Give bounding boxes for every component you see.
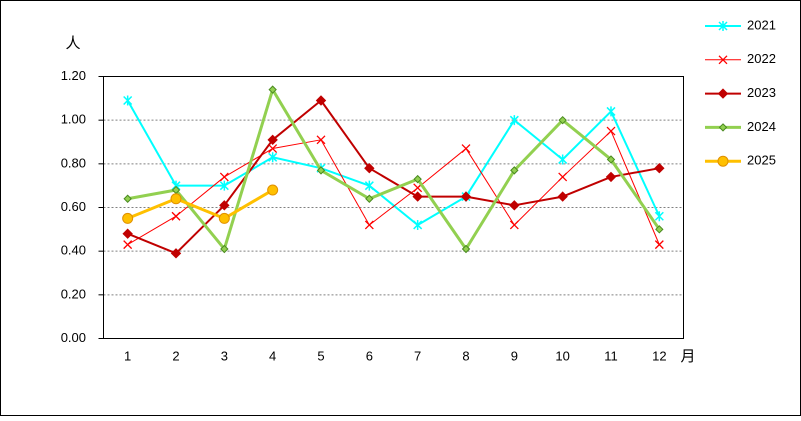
marker: [170, 193, 182, 205]
legend-marker: [718, 55, 728, 65]
marker: [509, 220, 519, 230]
marker: [123, 95, 133, 106]
marker: [170, 248, 182, 259]
x-tick-label: 2: [172, 348, 179, 363]
legend-marker: [718, 21, 728, 31]
marker: [654, 162, 665, 174]
marker: [123, 240, 133, 250]
marker: [219, 180, 229, 191]
legend-label: 2025: [747, 153, 776, 168]
marker: [606, 126, 616, 136]
x-tick-label: 10: [555, 348, 569, 363]
marker: [510, 166, 519, 175]
marker: [219, 172, 229, 182]
marker: [267, 184, 279, 196]
marker: [413, 219, 423, 230]
marker: [268, 85, 277, 94]
legend-label: 2022: [747, 51, 776, 66]
marker: [461, 244, 471, 254]
plot-border: [103, 76, 684, 339]
marker: [557, 191, 568, 202]
marker: [509, 200, 520, 211]
y-tick-label: 0.20: [61, 286, 86, 301]
x-tick-label: 6: [366, 348, 373, 363]
legend-marker: [717, 155, 729, 167]
marker: [558, 115, 567, 125]
marker: [316, 166, 326, 175]
x-tick-label: 9: [511, 348, 518, 363]
marker: [316, 135, 326, 145]
series-line: [127, 99, 660, 255]
marker: [267, 134, 278, 146]
series-line: [127, 88, 661, 251]
marker: [606, 106, 616, 117]
y-tick-label: 0.60: [61, 199, 86, 214]
marker: [364, 220, 374, 230]
x-tick-label: 11: [604, 348, 618, 363]
x-axis-label: 月: [680, 348, 695, 365]
marker: [123, 194, 132, 203]
marker: [219, 200, 230, 211]
y-axis-label: 人: [65, 35, 80, 52]
x-tick-label: 4: [269, 348, 276, 363]
marker: [509, 115, 519, 126]
marker: [365, 194, 374, 203]
marker: [122, 212, 134, 224]
x-tick-label: 5: [317, 348, 324, 363]
series-line: [126, 100, 661, 226]
legend-marker: [717, 88, 729, 99]
marker: [364, 180, 374, 191]
y-tick-label: 1.20: [61, 68, 86, 83]
marker: [461, 144, 471, 154]
legend-label: 2023: [747, 85, 776, 100]
legend-label: 2021: [747, 17, 776, 32]
marker: [605, 171, 617, 183]
y-tick-label: 0.00: [61, 330, 86, 345]
marker: [654, 211, 664, 222]
x-tick-label: 12: [652, 348, 666, 363]
marker: [654, 240, 664, 250]
series-line: [127, 188, 274, 220]
marker: [558, 172, 568, 182]
legend-marker: [718, 123, 728, 132]
marker: [268, 152, 278, 163]
x-tick-label: 7: [414, 348, 421, 363]
y-tick-label: 1.00: [61, 112, 86, 127]
marker: [606, 155, 616, 164]
marker: [412, 191, 423, 202]
marker: [558, 154, 568, 165]
marker: [315, 95, 327, 106]
y-tick-label: 0.40: [61, 243, 86, 258]
legend-label: 2024: [747, 119, 776, 134]
x-tick-label: 1: [124, 348, 131, 363]
marker: [220, 244, 229, 254]
marker: [655, 225, 664, 234]
marker: [122, 228, 133, 239]
marker: [364, 162, 375, 174]
marker: [171, 211, 181, 221]
marker: [218, 212, 230, 224]
series-line: [127, 130, 660, 246]
marker: [460, 191, 472, 202]
marker: [413, 174, 422, 184]
x-tick-label: 3: [221, 348, 228, 363]
marker: [268, 144, 278, 154]
y-tick-label: 0.80: [61, 155, 86, 170]
x-tick-label: 8: [462, 348, 469, 363]
